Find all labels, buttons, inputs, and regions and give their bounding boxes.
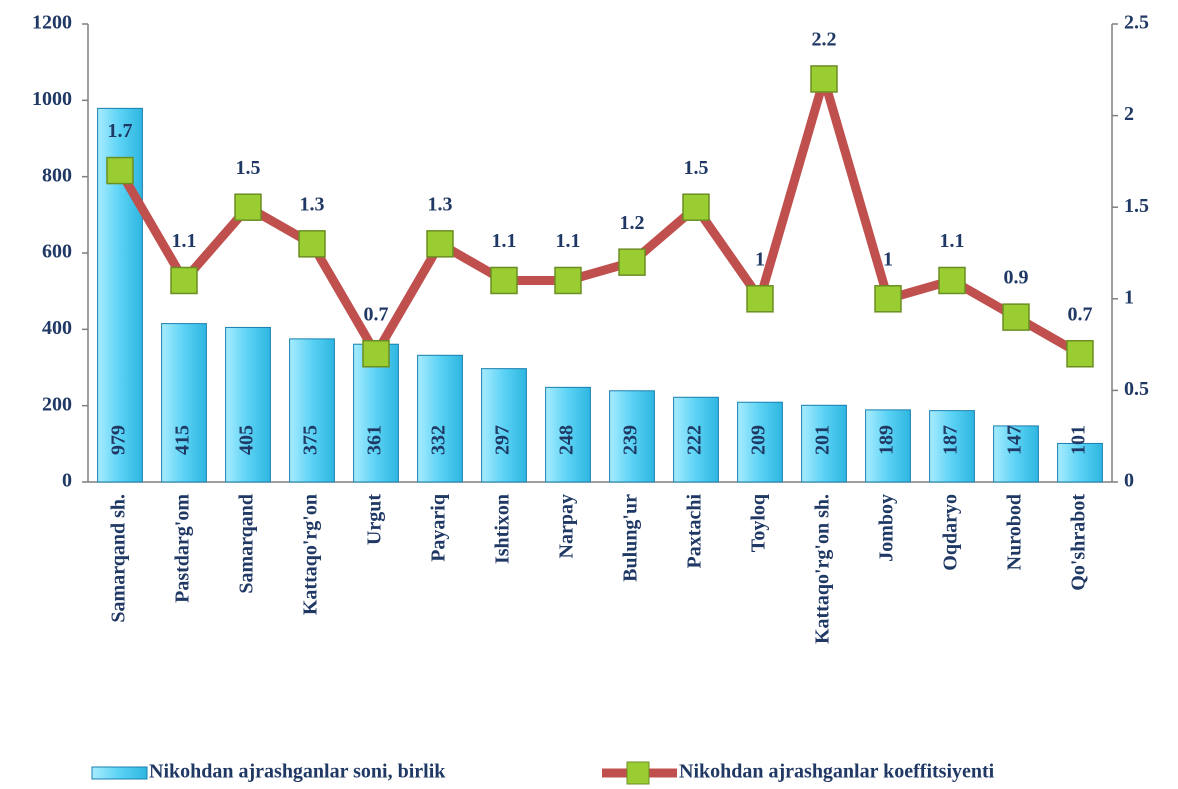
bar [865, 409, 911, 483]
marker [1066, 340, 1094, 368]
bar-value-label: 979 [108, 425, 130, 455]
bar [609, 390, 655, 483]
marker [426, 230, 454, 258]
point-value-label: 0.7 [1068, 303, 1093, 325]
bar [1057, 442, 1103, 483]
point-value-label: 1.5 [236, 157, 261, 179]
bar [417, 354, 463, 483]
legend-label: Nikohdan ajrashganlar soni, birlik [149, 761, 446, 783]
legend-label: Nikohdan ajrashganlar koeffitsiyenti [679, 761, 995, 783]
x-tick-label: Narpay [556, 494, 578, 558]
x-tick-label: Ishtixon [492, 494, 514, 564]
y2-tick-label: 0 [1124, 470, 1134, 492]
bar-value-label: 147 [1004, 425, 1026, 455]
bar-value-label: 297 [492, 425, 514, 455]
marker [682, 193, 710, 221]
x-tick-label: Oqdaryo [940, 494, 962, 571]
bar-value-label: 415 [172, 425, 194, 455]
bar [289, 338, 335, 483]
y2-tick-label: 1.5 [1124, 195, 1149, 217]
y2-tick-label: 2.5 [1124, 12, 1149, 34]
line [116, 74, 1083, 359]
marker [298, 230, 326, 258]
x-tick-label: Toyloq [748, 494, 770, 552]
marker [746, 285, 774, 313]
x-tick-label: Samarqand sh. [108, 494, 130, 623]
bar-value-label: 375 [300, 425, 322, 455]
marker [362, 340, 390, 368]
bar-value-label: 222 [684, 425, 706, 455]
bar-value-label: 209 [748, 425, 770, 455]
bar-value-label: 189 [876, 425, 898, 455]
y2-tick-label: 1 [1124, 286, 1134, 308]
point-value-label: 2.2 [812, 29, 837, 51]
point-value-label: 1.1 [492, 230, 517, 252]
point-value-label: 1.5 [684, 157, 709, 179]
marker [1002, 303, 1030, 331]
x-tick-label: Urgut [364, 494, 386, 545]
bar [737, 401, 783, 483]
x-tick-label: Paxtachi [684, 494, 706, 569]
x-tick-label: Jomboy [876, 494, 898, 562]
bar-value-label: 239 [620, 425, 642, 455]
point-value-label: 1.2 [620, 212, 645, 234]
bar [993, 425, 1039, 483]
x-tick-label: Pastdarg'om [172, 494, 194, 603]
bar [225, 326, 271, 483]
point-value-label: 1.1 [556, 230, 581, 252]
x-tick-label: Kattaqo'rg'on sh. [812, 494, 834, 644]
point-value-label: 0.7 [364, 303, 389, 325]
bar-value-label: 248 [556, 425, 578, 455]
bar [929, 410, 975, 483]
bar-value-label: 187 [940, 425, 962, 455]
y-tick-label: 0 [62, 470, 72, 492]
bar [161, 323, 207, 483]
bar [673, 396, 719, 483]
bar [801, 404, 847, 483]
x-tick-label: Payariq [428, 494, 450, 562]
y-tick-label: 1000 [32, 88, 72, 110]
marker [874, 285, 902, 313]
marker [490, 266, 518, 295]
point-value-label: 1.3 [300, 193, 325, 215]
y-tick-label: 800 [42, 164, 72, 186]
point-value-label: 1.7 [108, 120, 133, 142]
point-value-label: 1.3 [428, 193, 453, 215]
y-tick-label: 400 [42, 317, 72, 339]
bar [545, 386, 591, 483]
point-value-label: 1.1 [172, 230, 197, 252]
marker [234, 193, 262, 221]
y-tick-label: 200 [42, 393, 72, 415]
y-tick-label: 600 [42, 241, 72, 263]
marker [170, 266, 198, 295]
point-value-label: 1 [755, 248, 765, 270]
marker [618, 248, 646, 276]
x-tick-label: Samarqand [236, 494, 258, 594]
marker [554, 266, 582, 295]
bar-value-label: 361 [364, 425, 386, 455]
y-tick-label: 1200 [32, 12, 72, 34]
point-value-label: 0.9 [1004, 267, 1029, 289]
legend-swatch [91, 766, 148, 780]
x-tick-label: Nurobod [1004, 494, 1026, 570]
x-tick-label: Qo'shrabot [1068, 494, 1090, 591]
bar-value-label: 405 [236, 425, 258, 455]
y2-tick-label: 0.5 [1124, 378, 1149, 400]
bar-value-label: 101 [1068, 425, 1090, 455]
marker [938, 266, 966, 295]
legend-marker [626, 761, 650, 785]
bar-value-label: 201 [812, 425, 834, 455]
x-tick-label: Kattaqo'rg'on [300, 494, 322, 615]
point-value-label: 1 [883, 248, 893, 270]
marker [106, 156, 134, 185]
bar [481, 368, 527, 483]
bar [97, 107, 143, 483]
marker [810, 65, 838, 93]
x-tick-label: Bulung'ur [620, 494, 642, 582]
bar-value-label: 332 [428, 425, 450, 455]
y2-tick-label: 2 [1124, 103, 1134, 125]
point-value-label: 1.1 [940, 230, 965, 252]
